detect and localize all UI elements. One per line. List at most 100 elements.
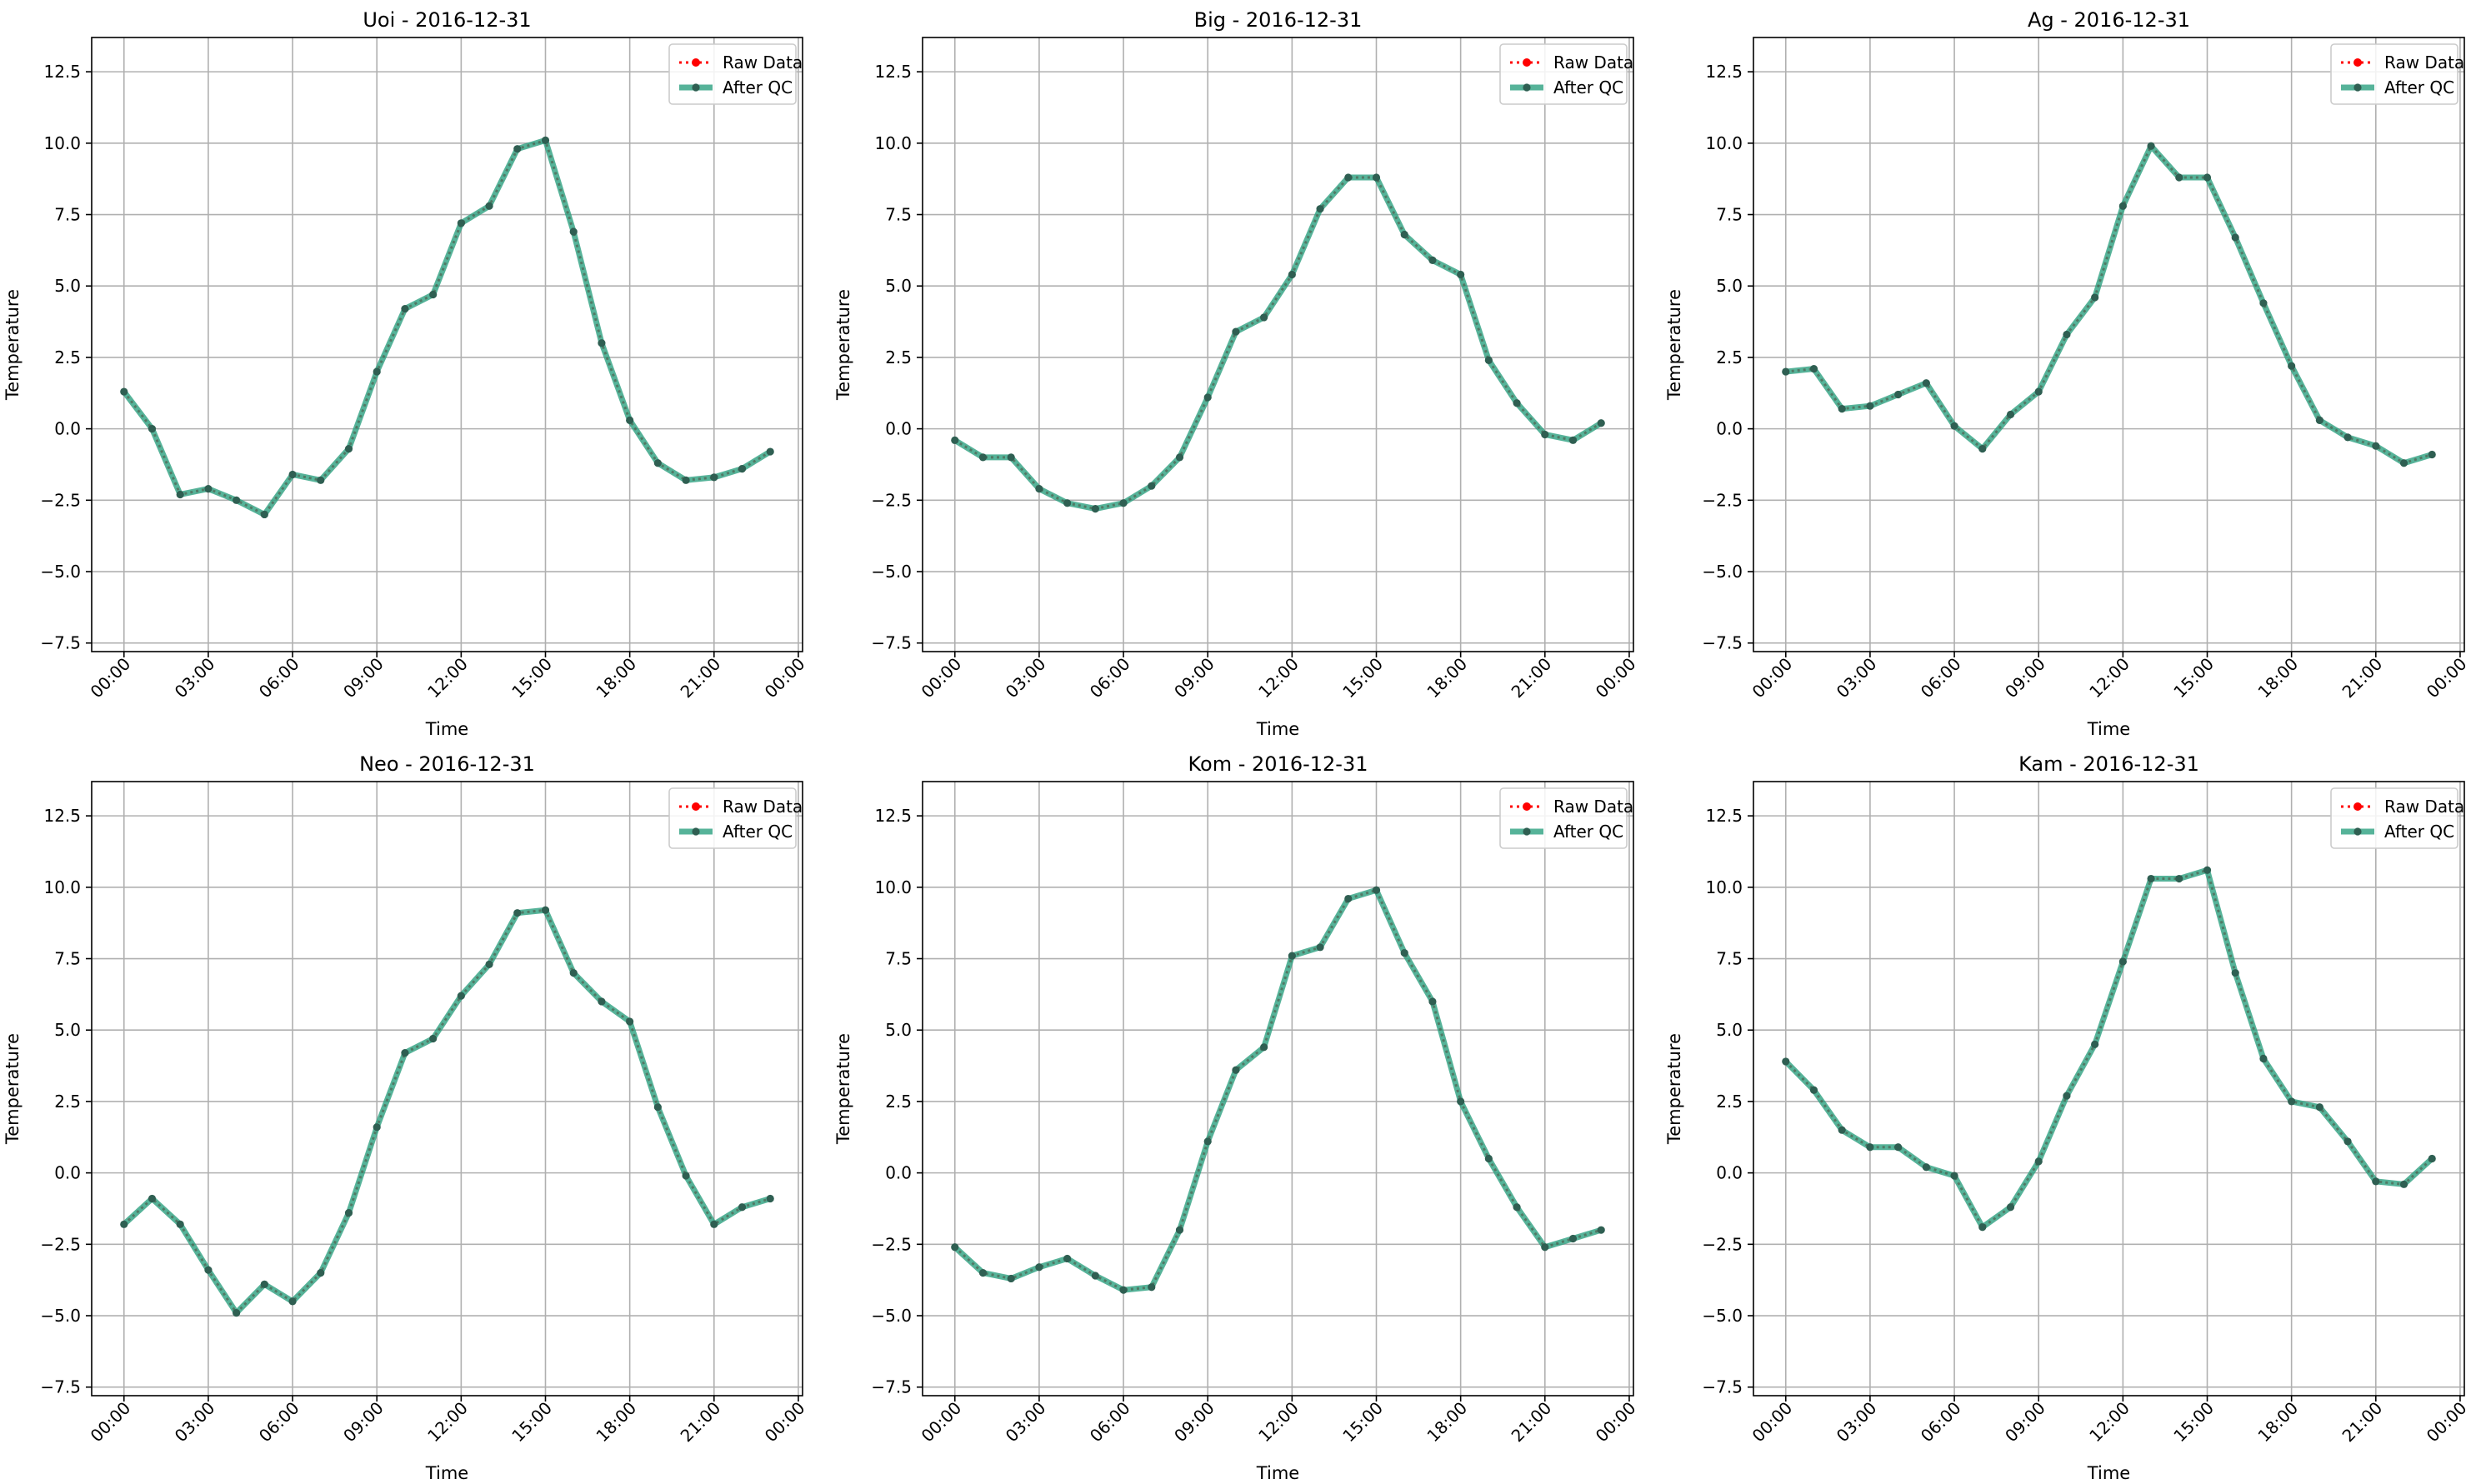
chart-3-ytick-label-2: −2.5 — [1702, 490, 1743, 510]
chart-4-point-21 — [710, 1220, 718, 1228]
chart-1-point-17 — [598, 339, 606, 347]
chart-3-point-20 — [2343, 433, 2352, 442]
chart-5-ytick-label-2: −2.5 — [871, 1234, 912, 1254]
chart-4-point-11 — [429, 1034, 438, 1043]
chart-6-ytick-label-6: 7.5 — [1716, 949, 1743, 969]
chart-5-point-13 — [1316, 943, 1324, 952]
chart-2-point-19 — [1484, 356, 1493, 364]
chart-6-ylabel: Temperature — [1664, 1033, 1684, 1145]
chart-2-ytick-label-1: −5.0 — [871, 562, 912, 582]
chart-1-point-9 — [373, 367, 381, 376]
chart-4-title: Neo - 2016-12-31 — [359, 752, 535, 776]
chart-3-legend: Raw Data After QC — [2330, 43, 2464, 105]
chart-2-series-raw-line — [953, 176, 1603, 511]
chart-5-ytick-label-3: 0.0 — [885, 1163, 912, 1183]
chart-1-point-4 — [233, 496, 241, 504]
chart-6-legend-qc-marker — [2353, 827, 2362, 836]
chart-5-legend-raw-label: Raw Data — [1553, 797, 1633, 817]
chart-4-point-0 — [120, 1220, 128, 1228]
chart-1-point-18 — [626, 416, 634, 424]
chart-4-point-7 — [317, 1269, 325, 1277]
chart-1-point-3 — [204, 485, 213, 493]
chart-3-point-5 — [1922, 379, 1930, 387]
chart-3-legend-qc-marker — [2353, 83, 2362, 92]
chart-1-ytick-label-7: 10.0 — [43, 133, 81, 153]
chart-2-point-21 — [1541, 430, 1549, 439]
chart-4-axes-frame — [91, 781, 803, 1397]
chart-2-ytick-label-7: 10.0 — [874, 133, 912, 153]
chart-6-legend-raw-marker — [2353, 802, 2362, 811]
chart-3-point-21 — [2372, 442, 2380, 450]
chart-6-point-11 — [2091, 1040, 2099, 1048]
chart-5-point-10 — [1232, 1066, 1240, 1074]
chart-6-axes-frame — [1753, 781, 2465, 1397]
chart-3-point-2 — [1838, 405, 1846, 413]
chart-2-point-10 — [1232, 327, 1240, 336]
chart-4-point-23 — [766, 1194, 774, 1203]
chart-3-point-8 — [2006, 410, 2015, 419]
chart-6-legend: Raw Data After QC — [2330, 787, 2464, 849]
chart-3-ytick-label-5: 5.0 — [1716, 276, 1743, 296]
chart-3-point-18 — [2288, 362, 2296, 370]
chart-6-point-8 — [2006, 1203, 2015, 1212]
chart-1-series-raw-line — [123, 138, 772, 517]
chart-2-legend-raw-marker — [1523, 58, 1531, 67]
chart-3-point-15 — [2203, 173, 2212, 182]
chart-4-point-5 — [260, 1280, 268, 1288]
chart-1-ytick-label-1: −5.0 — [40, 562, 81, 582]
chart-1-legend-qc-label: After QC — [723, 77, 793, 97]
chart-5-point-9 — [1203, 1137, 1212, 1146]
chart-3-axes-frame — [1753, 37, 2465, 652]
chart-2-point-12 — [1288, 270, 1296, 279]
chart-4-point-8 — [344, 1209, 353, 1217]
chart-4-point-22 — [738, 1203, 747, 1212]
chart-2-point-2 — [1007, 453, 1015, 462]
chart-3-point-17 — [2259, 299, 2268, 307]
chart-4-ytick-label-7: 10.0 — [43, 877, 81, 897]
chart-4-ytick-label-8: 12.5 — [43, 806, 81, 826]
chart-5-xlabel: Time — [1256, 1463, 1299, 1483]
chart-3-point-0 — [1782, 367, 1790, 376]
chart-2-point-4 — [1063, 499, 1072, 507]
chart-4-legend-qc-marker — [692, 827, 700, 836]
chart-5-point-4 — [1063, 1254, 1072, 1263]
chart-1-point-13 — [485, 202, 493, 210]
chart-4-point-9 — [373, 1123, 381, 1132]
chart-3-point-23 — [2428, 450, 2436, 459]
chart-4-legend-qc-label: After QC — [723, 822, 793, 842]
chart-2: −7.5−5.0−2.50.02.55.07.510.012.500:00 03:… — [833, 8, 1639, 739]
chart-6-legend-qc-label: After QC — [2384, 822, 2454, 842]
chart-6-point-21 — [2372, 1177, 2380, 1186]
chart-2-ylabel: Temperature — [833, 289, 853, 401]
chart-4-point-19 — [653, 1103, 662, 1112]
chart-2-point-1 — [978, 453, 988, 462]
chart-5-ytick-label-6: 7.5 — [885, 949, 912, 969]
chart-6-ytick-label-2: −2.5 — [1702, 1234, 1743, 1254]
chart-3-point-19 — [2315, 416, 2323, 424]
chart-2-ytick-label-4: 2.5 — [885, 347, 912, 367]
chart-4-ytick-label-6: 7.5 — [54, 949, 81, 969]
chart-1-xlabel: Time — [425, 719, 468, 739]
chart-2-ytick-label-6: 7.5 — [885, 205, 912, 225]
chart-2-xlabel: Time — [1256, 719, 1299, 739]
chart-6-point-0 — [1782, 1057, 1790, 1066]
chart-3-series-raw-line — [1785, 143, 2433, 465]
chart-1-point-2 — [176, 490, 184, 499]
chart-4-series-raw-line — [123, 908, 771, 1315]
chart-6-title: Kam - 2016-12-31 — [2018, 752, 2199, 776]
chart-3-title: Ag - 2016-12-31 — [2028, 8, 2190, 32]
chart-1-axes-frame — [91, 37, 803, 652]
chart-4-point-15 — [541, 906, 550, 914]
chart-1-point-22 — [738, 465, 747, 473]
chart-1-point-20 — [682, 476, 690, 484]
chart-4-ytick-label-5: 5.0 — [54, 1020, 81, 1040]
chart-3-point-6 — [1950, 422, 1958, 430]
chart-4-point-6 — [288, 1297, 297, 1306]
chart-5-legend: Raw Data After QC — [1499, 787, 1633, 849]
chart-1-point-1 — [148, 425, 157, 433]
chart-1-legend-raw-label: Raw Data — [723, 52, 803, 72]
chart-5-point-22 — [1568, 1234, 1578, 1243]
chart-2-legend-raw-label: Raw Data — [1553, 52, 1633, 72]
chart-2-point-8 — [1175, 453, 1184, 462]
